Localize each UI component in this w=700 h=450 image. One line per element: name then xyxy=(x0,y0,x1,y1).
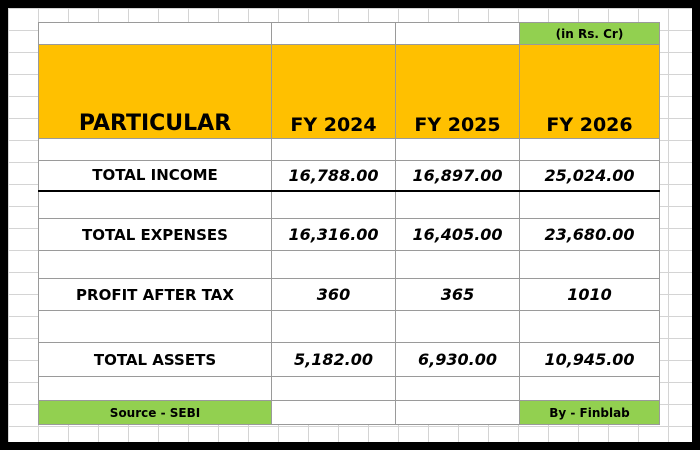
cell[interactable] xyxy=(271,250,396,279)
cell[interactable] xyxy=(395,250,520,279)
total-assets-fy2024[interactable]: 5,182.00 xyxy=(271,342,396,377)
cell[interactable] xyxy=(271,310,396,343)
cell[interactable] xyxy=(395,310,520,343)
profit-after-tax-fy2024[interactable]: 360 xyxy=(271,278,396,311)
cell[interactable] xyxy=(519,250,660,279)
financial-summary-table: (in Rs. Cr) PARTICULAR FY 2024 FY 2025 F… xyxy=(38,22,660,425)
total-expenses-fy2024[interactable]: 16,316.00 xyxy=(271,218,396,251)
row-label-total-assets[interactable]: TOTAL ASSETS xyxy=(38,342,272,377)
cell[interactable] xyxy=(519,376,660,401)
spacer-row xyxy=(38,250,660,279)
total-income-fy2024[interactable]: 16,788.00 xyxy=(271,160,396,192)
table-row: TOTAL ASSETS 5,182.00 6,930.00 10,945.00 xyxy=(38,342,660,377)
total-assets-fy2026[interactable]: 10,945.00 xyxy=(519,342,660,377)
footer-row: Source - SEBI By - Finblab xyxy=(38,400,660,425)
spacer-row xyxy=(38,190,660,219)
cell[interactable] xyxy=(519,310,660,343)
header-fy-2025[interactable]: FY 2025 xyxy=(395,44,520,139)
total-expenses-fy2026[interactable]: 23,680.00 xyxy=(519,218,660,251)
author-note[interactable]: By - Finblab xyxy=(519,400,660,425)
unit-note[interactable]: (in Rs. Cr) xyxy=(519,22,660,45)
cell[interactable] xyxy=(38,190,272,219)
spreadsheet-sheet: (in Rs. Cr) PARTICULAR FY 2024 FY 2025 F… xyxy=(8,8,692,442)
total-income-fy2025[interactable]: 16,897.00 xyxy=(395,160,520,192)
cell[interactable] xyxy=(38,310,272,343)
cell[interactable] xyxy=(395,400,520,425)
cell[interactable] xyxy=(271,138,396,161)
profit-after-tax-fy2026[interactable]: 1010 xyxy=(519,278,660,311)
unit-note-row: (in Rs. Cr) xyxy=(38,22,660,45)
total-expenses-fy2025[interactable]: 16,405.00 xyxy=(395,218,520,251)
cell[interactable] xyxy=(395,22,520,45)
cell[interactable] xyxy=(38,250,272,279)
cell[interactable] xyxy=(519,138,660,161)
row-label-total-expenses[interactable]: TOTAL EXPENSES xyxy=(38,218,272,251)
cell[interactable] xyxy=(271,400,396,425)
profit-after-tax-fy2025[interactable]: 365 xyxy=(395,278,520,311)
cell[interactable] xyxy=(519,190,660,219)
table-row: TOTAL INCOME 16,788.00 16,897.00 25,024.… xyxy=(38,160,660,192)
header-particular[interactable]: PARTICULAR xyxy=(38,44,272,139)
cell[interactable] xyxy=(38,376,272,401)
header-fy-2024[interactable]: FY 2024 xyxy=(271,44,396,139)
cell[interactable] xyxy=(395,190,520,219)
table-row: PROFIT AFTER TAX 360 365 1010 xyxy=(38,278,660,311)
total-income-fy2026[interactable]: 25,024.00 xyxy=(519,160,660,192)
row-label-profit-after-tax[interactable]: PROFIT AFTER TAX xyxy=(38,278,272,311)
cell[interactable] xyxy=(271,376,396,401)
table-row: TOTAL EXPENSES 16,316.00 16,405.00 23,68… xyxy=(38,218,660,251)
cell[interactable] xyxy=(38,138,272,161)
row-label-total-income[interactable]: TOTAL INCOME xyxy=(38,160,272,192)
header-fy-2026[interactable]: FY 2026 xyxy=(519,44,660,139)
spacer-row xyxy=(38,138,660,161)
total-assets-fy2025[interactable]: 6,930.00 xyxy=(395,342,520,377)
cell[interactable] xyxy=(395,138,520,161)
header-row: PARTICULAR FY 2024 FY 2025 FY 2026 xyxy=(38,44,660,139)
source-note[interactable]: Source - SEBI xyxy=(38,400,272,425)
cell[interactable] xyxy=(271,22,396,45)
spacer-row xyxy=(38,310,660,343)
spacer-row xyxy=(38,376,660,401)
cell[interactable] xyxy=(395,376,520,401)
cell[interactable] xyxy=(271,190,396,219)
cell[interactable] xyxy=(38,22,272,45)
